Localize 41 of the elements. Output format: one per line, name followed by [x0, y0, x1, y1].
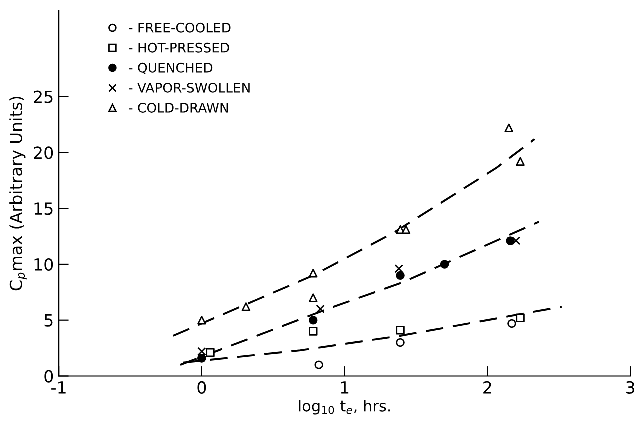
- point: [316, 304, 325, 314]
- point: [309, 316, 318, 325]
- x-tick-label: 2: [484, 381, 492, 394]
- point: [440, 260, 450, 269]
- legend-label: - VAPOR-SWOLLEN: [129, 82, 250, 93]
- point: [394, 264, 404, 274]
- point: [512, 236, 521, 246]
- point: [206, 348, 215, 358]
- point: [198, 316, 206, 325]
- point: [309, 269, 318, 278]
- point: [516, 157, 525, 166]
- legend-label: - HOT-PRESSED: [129, 42, 230, 53]
- point: [309, 294, 318, 302]
- x-tick-label: -1: [52, 382, 66, 394]
- legend-label: - QUENCHED: [129, 62, 213, 74]
- point: [309, 327, 318, 336]
- point: [402, 225, 411, 234]
- y-tick-label: 0: [44, 370, 54, 383]
- point: [504, 124, 514, 132]
- line-series: [172, 138, 536, 337]
- point: [198, 347, 206, 356]
- point: [396, 271, 405, 280]
- y-tick-label: 5: [44, 314, 53, 327]
- point: [508, 319, 516, 328]
- point: [396, 338, 405, 348]
- x-axis-title: log$_{10}$ t$_{e}$, hrs.: [299, 400, 390, 415]
- y-tick-label: 20: [34, 146, 54, 160]
- y-tick-label: 25: [34, 90, 53, 104]
- x-tick-label: 0: [198, 381, 206, 394]
- y-tick-label: 10: [34, 258, 54, 272]
- y-tick-label: 15: [34, 202, 53, 216]
- x-tick-label: 3: [626, 381, 635, 394]
- point: [396, 326, 405, 335]
- point: [506, 236, 515, 246]
- x-tick-label: 1: [341, 382, 349, 394]
- point: [314, 360, 324, 370]
- legend-label: - FREE-COOLED: [129, 22, 231, 33]
- y-axis-title: C$_{p}$max (Arbitrary Units): [10, 96, 28, 291]
- point: [516, 314, 525, 322]
- point: [242, 302, 251, 312]
- legend-label: - COLD-DRAWN: [129, 102, 228, 113]
